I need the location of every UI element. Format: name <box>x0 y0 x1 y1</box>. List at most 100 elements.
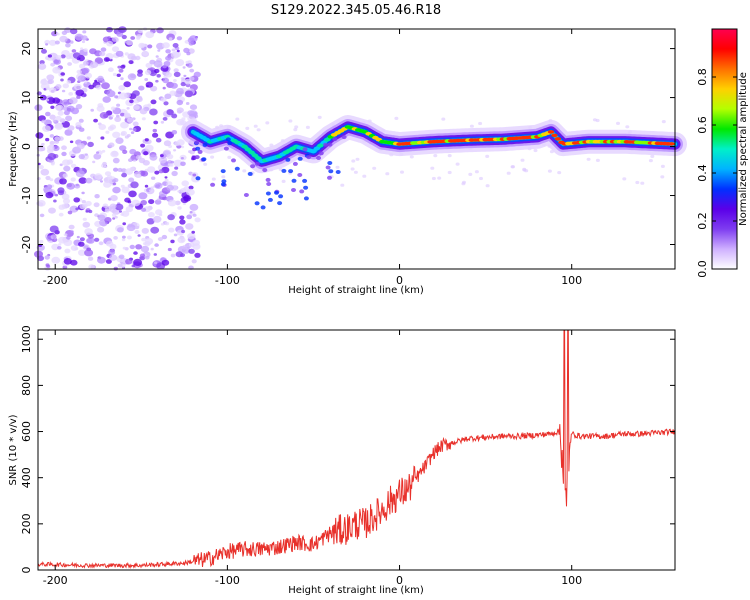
noise-cell <box>187 37 195 43</box>
noise-cell <box>57 246 62 250</box>
ridge-core <box>551 133 558 138</box>
noise-cell <box>102 161 107 166</box>
x-tick-label: -100 <box>215 574 240 587</box>
noise-cell <box>62 83 69 89</box>
noise-cell <box>115 137 124 144</box>
noise-cell <box>47 153 57 160</box>
noise-cell <box>46 74 55 81</box>
noise-cell <box>43 78 47 81</box>
y-tick-label: -10 <box>20 187 33 205</box>
noise-cell <box>164 93 172 100</box>
y-tick-label: 10 <box>20 91 33 105</box>
noise-cell <box>66 159 74 165</box>
noise-cell <box>147 44 153 49</box>
noise-cell <box>118 254 125 260</box>
noise-cell <box>98 241 104 246</box>
noise-cell <box>117 227 124 233</box>
noise-cell <box>58 243 62 246</box>
noise-cell <box>121 34 127 40</box>
noise-cell <box>455 162 460 166</box>
noise-cell <box>136 36 141 40</box>
noise-cell <box>109 203 117 210</box>
noise-cell <box>102 203 109 208</box>
y-tick-label: 200 <box>20 513 33 534</box>
noise-cell <box>165 72 172 78</box>
noise-cell <box>103 181 112 188</box>
noise-cell <box>227 155 232 159</box>
noise-cell <box>145 81 154 88</box>
ridge-blob <box>303 196 309 201</box>
noise-cell <box>181 229 186 234</box>
ridge-blob <box>247 171 253 176</box>
noise-cell <box>54 139 60 144</box>
noise-cell <box>124 197 131 203</box>
noise-cell <box>120 213 124 216</box>
noise-cell <box>44 39 51 45</box>
noise-cell <box>172 43 179 48</box>
noise-cell <box>547 169 552 173</box>
noise-cell <box>111 36 119 42</box>
noise-cell <box>140 245 150 253</box>
noise-cell <box>96 151 100 154</box>
noise-cell <box>51 256 61 264</box>
y-tick-label: -20 <box>20 236 33 254</box>
ridge-blob <box>303 185 309 190</box>
noise-cell <box>84 153 88 156</box>
noise-cell <box>126 107 130 110</box>
noise-cell <box>108 67 114 72</box>
noise-cell <box>132 121 139 127</box>
noise-cell <box>167 162 173 167</box>
noise-cell <box>157 237 163 242</box>
noise-cell <box>81 200 87 204</box>
noise-cell <box>186 188 195 196</box>
noise-cell <box>155 184 161 189</box>
noise-cell <box>648 159 653 163</box>
noise-cell <box>173 79 177 82</box>
noise-cell <box>100 180 103 183</box>
noise-cell <box>63 110 70 116</box>
colorbar-tick-label: 0.2 <box>696 212 709 230</box>
noise-cell <box>173 233 178 237</box>
noise-cell <box>113 167 119 172</box>
noise-cell <box>281 179 286 183</box>
noise-cell <box>441 117 446 121</box>
noise-cell <box>75 122 82 127</box>
noise-cell <box>101 80 106 84</box>
noise-cell <box>45 111 51 117</box>
noise-cell <box>156 74 161 78</box>
ridge-blob <box>278 194 284 199</box>
noise-cell <box>138 157 146 164</box>
noise-cell <box>73 83 82 91</box>
noise-cell <box>110 106 116 111</box>
noise-cell <box>70 245 78 251</box>
noise-cell <box>120 77 124 81</box>
noise-cell <box>137 72 143 77</box>
noise-cell <box>265 121 270 125</box>
noise-cell <box>132 90 140 97</box>
noise-cell <box>101 149 106 153</box>
noise-cell <box>165 49 171 54</box>
noise-cell <box>181 145 185 149</box>
noise-cell <box>126 40 133 46</box>
noise-cell <box>76 235 80 239</box>
noise-cell <box>70 163 77 168</box>
noise-cell <box>128 158 133 163</box>
noise-cell <box>66 235 71 240</box>
ridge-blob <box>299 189 305 194</box>
noise-cell <box>188 185 194 190</box>
noise-cell <box>173 71 181 78</box>
noise-cell <box>70 28 78 35</box>
noise-cell <box>650 154 655 158</box>
noise-cell <box>97 214 106 221</box>
noise-cell <box>203 162 208 166</box>
noise-cell <box>51 30 58 37</box>
noise-cell <box>167 247 172 252</box>
noise-cell <box>182 66 186 69</box>
noise-cell <box>152 132 159 138</box>
noise-cell <box>189 203 199 211</box>
noise-cell <box>179 215 185 220</box>
noise-cell <box>165 55 172 61</box>
noise-cell <box>150 85 158 92</box>
y-tick-label: 1000 <box>20 325 33 353</box>
noise-cell <box>78 241 85 247</box>
